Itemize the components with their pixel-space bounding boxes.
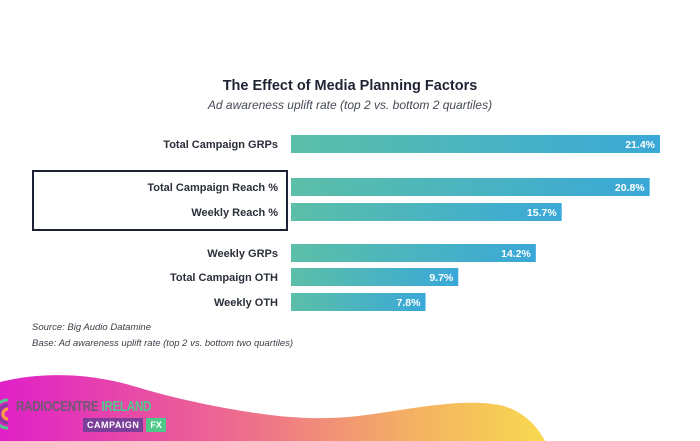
category-label: Total Campaign Reach % [147,182,278,194]
value-label: 7.8% [397,297,422,309]
bar-3 [291,244,536,262]
bar-5 [291,293,426,311]
value-label: 15.7% [527,207,557,219]
value-label: 21.4% [625,139,655,151]
logo-radiocentre: RADIOCENTRE [16,398,99,415]
highlight-box-reach [32,170,288,231]
value-label: 9.7% [429,272,454,284]
bar-2 [291,203,562,221]
value-label: 14.2% [501,248,531,260]
footnote-base: Base: Ad awareness uplift rate (top 2 vs… [32,338,294,349]
category-label: Weekly GRPs [207,248,278,260]
bar-1 [291,178,650,196]
category-label: Weekly Reach % [191,207,278,219]
radio-waves-icon [0,398,9,430]
footnote-source: Source: Big Audio Datamine [32,322,151,333]
bar-4 [291,268,459,286]
logo-ireland: IRELAND [101,398,152,415]
category-label: Total Campaign OTH [170,272,278,284]
chart-title: The Effect of Media Planning Factors [222,78,478,94]
category-label: Weekly OTH [214,297,278,309]
value-label: 20.8% [615,182,645,194]
category-label: Total Campaign GRPs [163,139,278,151]
logo-wordmark: RADIOCENTRE IRELAND [16,398,151,415]
bar-0 [291,135,660,153]
logo-campaign-fx: CAMPAIGN FX [83,418,166,432]
bars-group: Total Campaign GRPs 21.4% Total Campaign R… [147,135,660,311]
logo-campaign: CAMPAIGN [83,418,144,432]
chart-subtitle: Ad awareness uplift rate (top 2 vs. bott… [207,98,493,112]
logo-fx: FX [146,418,166,432]
